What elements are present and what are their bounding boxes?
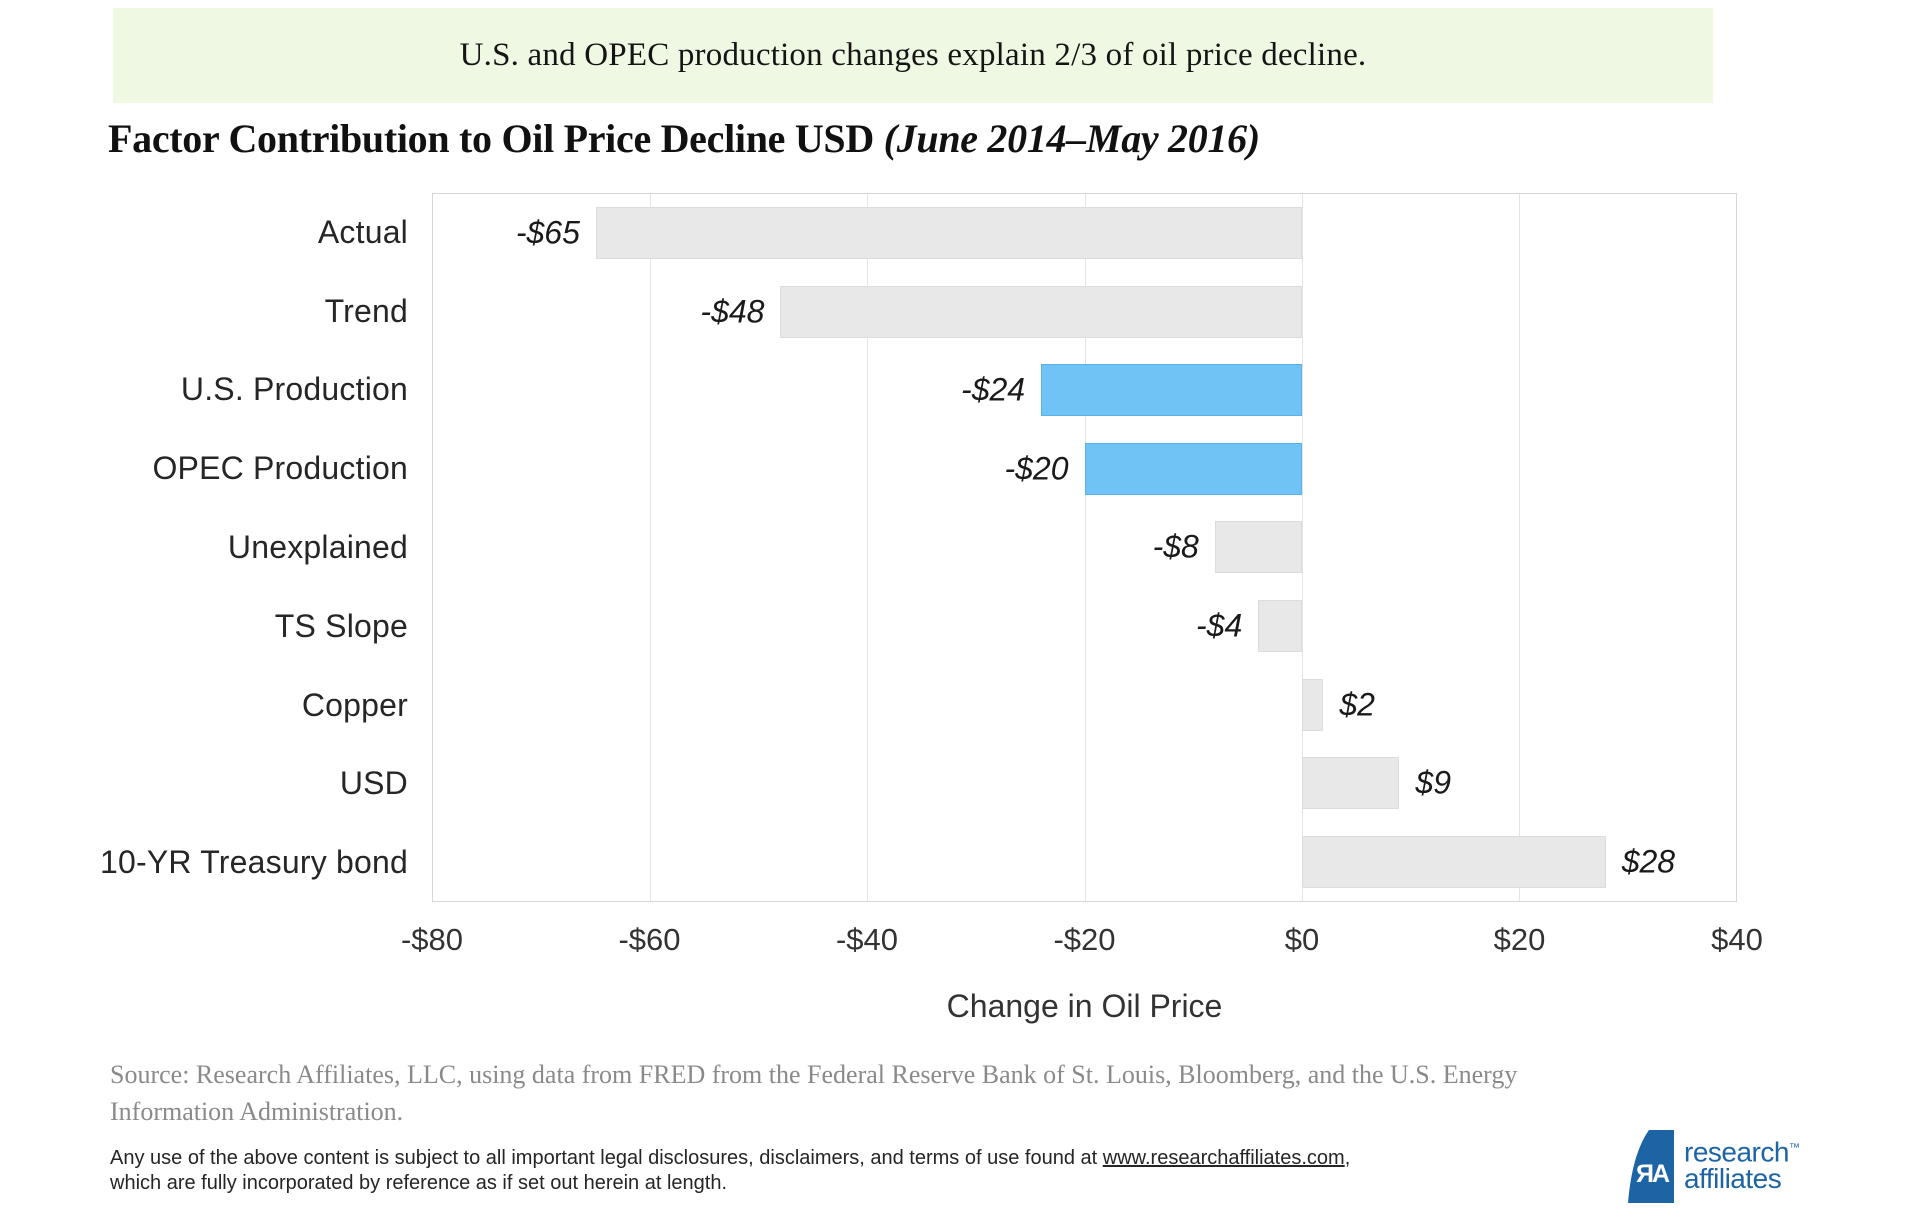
- bar-row: $9: [433, 744, 1736, 823]
- bar-10-yr-treasury-bond: [1301, 835, 1606, 888]
- bar-row: $2: [433, 665, 1736, 744]
- category-label-actual: Actual: [317, 213, 408, 250]
- category-label-ts-slope: TS Slope: [274, 607, 408, 644]
- bar-value-label: -$20: [1004, 450, 1069, 487]
- category-label-trend: Trend: [324, 292, 408, 329]
- chart-title-date-range: (June 2014–May 2016): [883, 116, 1261, 161]
- chart-title-main: Factor Contribution to Oil Price Decline…: [108, 116, 884, 161]
- category-labels: Actual Trend U.S. Production OPEC Productio…: [0, 193, 408, 902]
- bar-row: -$4: [433, 587, 1736, 666]
- bar-row: $28: [433, 822, 1736, 901]
- bar-value-label: -$8: [1152, 528, 1199, 565]
- gridline: [1518, 194, 1520, 901]
- source-line-2: Information Administration.: [110, 1097, 404, 1126]
- x-tick-label: $40: [1711, 922, 1763, 957]
- legal-line-2: which are fully incorporated by referenc…: [110, 1172, 728, 1194]
- bar-value-label: $9: [1415, 764, 1451, 801]
- bar-trend: [780, 285, 1302, 338]
- category-label-u-s-production: U.S. Production: [180, 371, 408, 408]
- plot-area: -$65 -$48 -$24 -$20 -$8 -$4 $2 $9 $28: [432, 193, 1737, 902]
- bar-actual: [595, 207, 1302, 260]
- legal-text-after-link: ,: [1344, 1147, 1351, 1169]
- category-label-usd: USD: [339, 765, 408, 802]
- logo-word-affiliates: affiliates: [1684, 1163, 1782, 1195]
- bar-value-label: -$4: [1195, 607, 1243, 644]
- highlight-banner: U.S. and OPEC production changes explain…: [113, 8, 1713, 103]
- bar-u-s-production: [1041, 364, 1302, 417]
- bar-unexplained: [1214, 521, 1302, 574]
- research-affiliates-link[interactable]: www.researchaffiliates.com: [1102, 1147, 1345, 1169]
- x-tick-label: -$40: [835, 922, 899, 957]
- x-tick-label: -$80: [400, 922, 464, 957]
- bar-usd: [1301, 757, 1400, 810]
- category-label-copper: Copper: [301, 686, 408, 723]
- x-axis-title: Change in Oil Price: [946, 988, 1223, 1024]
- category-label-unexplained: Unexplained: [227, 529, 408, 566]
- bar-value-label: -$24: [961, 371, 1026, 408]
- x-tick-label: $20: [1493, 922, 1546, 957]
- logo-mark-icon: ЯA: [1628, 1130, 1674, 1203]
- logo-word-research: research: [1684, 1136, 1789, 1168]
- bar-copper: [1301, 678, 1324, 731]
- x-tick-label: -$20: [1053, 922, 1116, 957]
- gridline: [650, 194, 652, 901]
- bar-row: -$48: [433, 273, 1736, 352]
- source-line-1: Source: Research Affiliates, LLC, using …: [110, 1060, 1518, 1089]
- bar-value-label: $28: [1621, 843, 1676, 880]
- bar-value-label: $2: [1339, 686, 1375, 723]
- bar-row: -$65: [433, 194, 1736, 273]
- x-axis-ticks: -$80 -$60 -$40 -$20 $0 $20 $40: [401, 922, 1763, 962]
- bar-ts-slope: [1258, 600, 1302, 653]
- gridline: [1084, 194, 1086, 901]
- logo-monogram: ЯA: [1636, 1160, 1670, 1188]
- bar-value-label: -$48: [700, 293, 765, 330]
- bar-value-label: -$65: [515, 214, 580, 251]
- x-tick-label: $0: [1284, 922, 1320, 957]
- category-label-opec-production: OPEC Production: [152, 450, 408, 487]
- category-label-10-yr-treasury-bond: 10-YR Treasury bond: [100, 844, 408, 881]
- chart-title: Factor Contribution to Oil Price Decline…: [108, 116, 1260, 162]
- gridline: [867, 194, 869, 901]
- legal-text-before-link: Any use of the above content is subject …: [110, 1147, 1103, 1169]
- research-affiliates-logo: ЯA research™ affiliates: [1628, 1128, 1820, 1206]
- logo-wordmark: research™ affiliates: [1684, 1135, 1800, 1195]
- bar-opec-production: [1084, 442, 1302, 495]
- legal-disclaimer: Any use of the above content is subject …: [110, 1146, 1370, 1196]
- bar-row: -$20: [433, 430, 1736, 509]
- gridline: [1301, 194, 1303, 901]
- x-tick-label: -$60: [618, 922, 681, 957]
- banner-text: U.S. and OPEC production changes explain…: [459, 37, 1367, 73]
- source-note: Source: Research Affiliates, LLC, using …: [110, 1056, 1610, 1130]
- logo-trademark: ™: [1788, 1142, 1800, 1154]
- bar-row: -$8: [433, 508, 1736, 587]
- bar-row: -$24: [433, 351, 1736, 430]
